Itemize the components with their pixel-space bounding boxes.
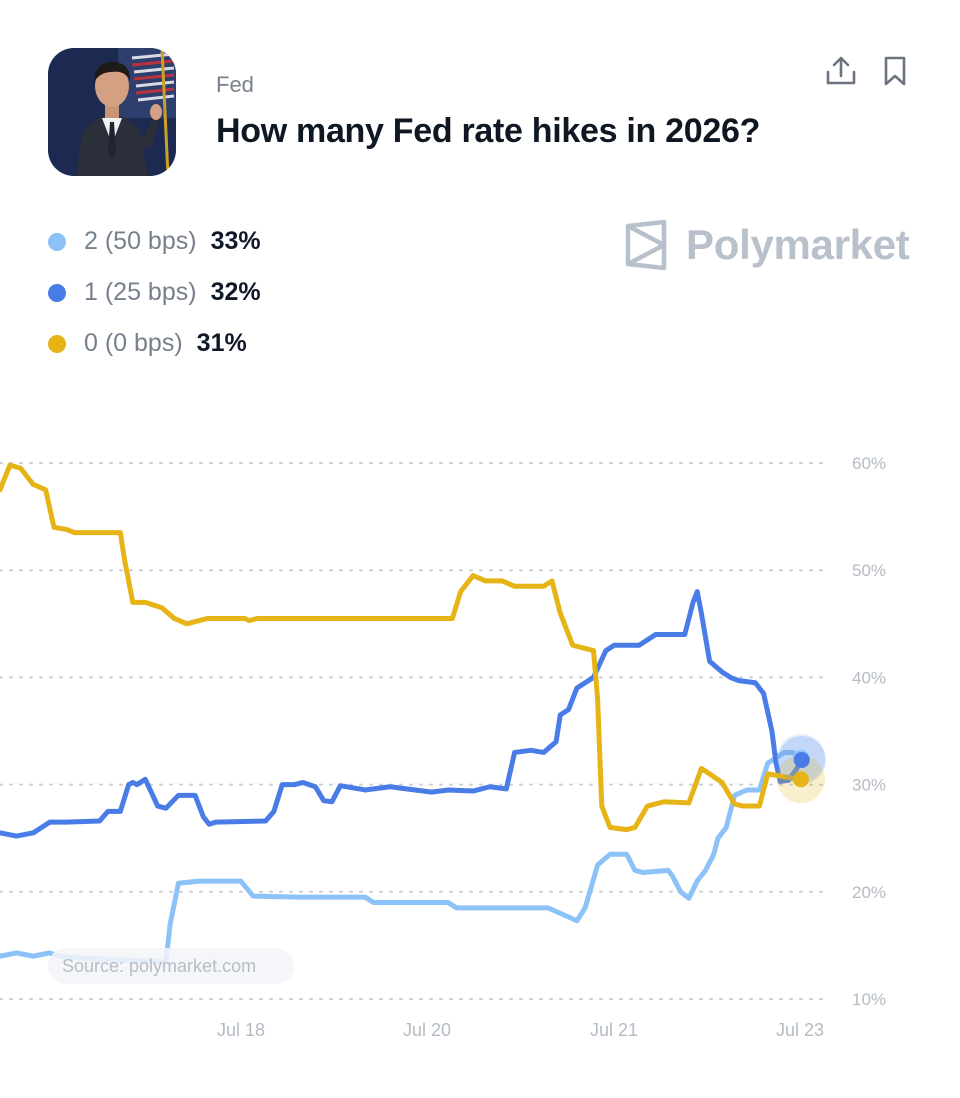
market-header: Fed How many Fed rate hikes in 2026? bbox=[48, 48, 912, 178]
legend-item-2-50-bps[interactable]: 2 (50 bps) 33% bbox=[48, 216, 261, 267]
brand-name: Polymarket bbox=[686, 221, 910, 268]
y-tick-label: 50% bbox=[852, 561, 886, 580]
legend-label: 0 (0 bps) bbox=[84, 329, 183, 357]
y-tick-label: 30% bbox=[852, 776, 886, 795]
legend-label: 1 (25 bps) bbox=[84, 278, 197, 306]
x-tick-label: Jul 23 bbox=[776, 1020, 824, 1040]
end-point-dot bbox=[792, 771, 809, 788]
legend-item-0-0-bps[interactable]: 0 (0 bps) 31% bbox=[48, 318, 261, 369]
x-axis-labels: Jul 18 Jul 20 Jul 21 Jul 23 bbox=[217, 1020, 824, 1040]
series-line-1 bbox=[0, 589, 805, 839]
source-badge: Source: polymarket.com bbox=[48, 948, 294, 984]
legend-item-1-25-bps[interactable]: 1 (25 bps) 32% bbox=[48, 267, 261, 318]
legend-value: 33% bbox=[210, 227, 261, 255]
legend-dot bbox=[48, 232, 66, 251]
chart-series bbox=[0, 462, 826, 964]
legend-value: 32% bbox=[210, 278, 261, 306]
chart-legend: 2 (50 bps) 33% 1 (25 bps) 32% 0 (0 bps) … bbox=[48, 216, 261, 369]
market-category[interactable]: Fed bbox=[216, 72, 254, 97]
legend-dot bbox=[48, 283, 66, 302]
market-avatar[interactable] bbox=[48, 48, 176, 176]
share-button[interactable] bbox=[824, 54, 858, 88]
bookmark-button[interactable] bbox=[878, 54, 912, 88]
share-upload-icon bbox=[826, 56, 856, 85]
probability-chart[interactable]: 60%50%40%30%20%10% Jul 18 Jul 20 Jul 21 Jul… bbox=[0, 440, 960, 1050]
legend-label: 2 (50 bps) bbox=[84, 227, 197, 255]
y-tick-label: 10% bbox=[852, 990, 886, 1009]
end-point-dot bbox=[793, 751, 810, 768]
legend-dot bbox=[48, 334, 66, 353]
y-axis-labels: 60% 50% 40% 30% 20% 10% bbox=[852, 454, 886, 1009]
x-tick-label: Jul 18 bbox=[217, 1020, 265, 1040]
x-tick-label: Jul 20 bbox=[403, 1020, 451, 1040]
y-tick-label: 60% bbox=[852, 454, 886, 473]
market-title: How many Fed rate hikes in 2026? bbox=[216, 112, 761, 150]
polymarket-logo-icon bbox=[625, 220, 667, 270]
series-line-2 bbox=[0, 462, 804, 833]
y-tick-label: 40% bbox=[852, 668, 886, 687]
x-tick-label: Jul 21 bbox=[590, 1020, 638, 1040]
y-tick-label: 20% bbox=[852, 883, 886, 902]
polymarket-brand: Polymarket bbox=[624, 218, 910, 272]
bookmark-icon bbox=[884, 56, 906, 86]
source-label: Source: polymarket.com bbox=[62, 956, 256, 976]
legend-value: 31% bbox=[196, 329, 247, 357]
